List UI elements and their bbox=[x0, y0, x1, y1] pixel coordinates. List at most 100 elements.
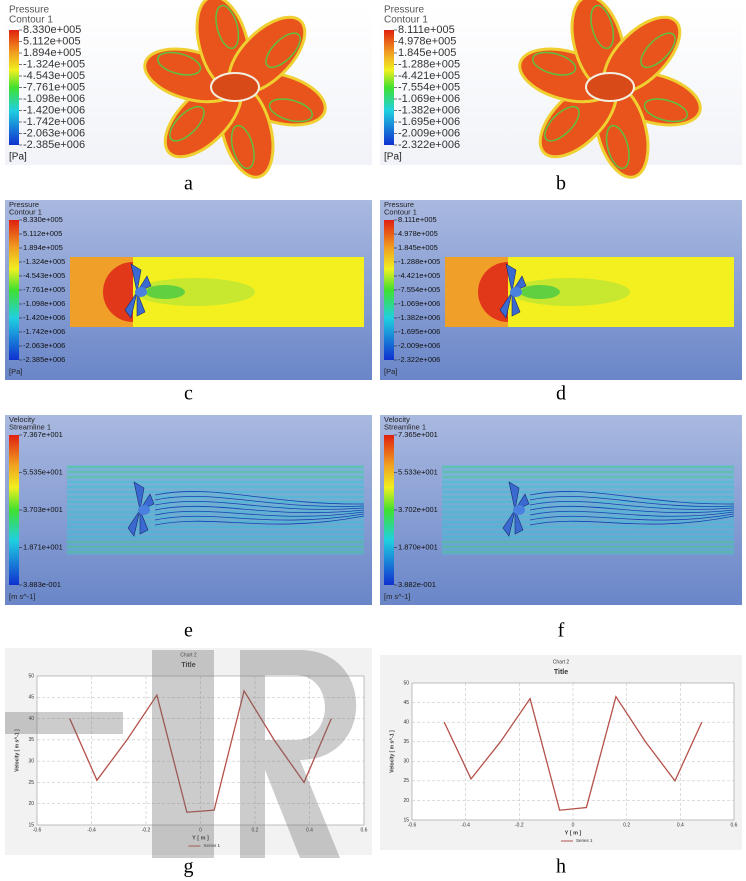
vortex-line bbox=[529, 513, 735, 521]
chart-subtitle: Chart 2 bbox=[553, 659, 570, 665]
y-tick-label: 30 bbox=[403, 759, 409, 765]
y-tick-label: 40 bbox=[28, 716, 34, 722]
legend-title: Velocity bbox=[9, 415, 35, 424]
legend-level: 4.978e+005 bbox=[398, 35, 456, 47]
y-axis-label: Velocity [ m s^-1 ] bbox=[14, 729, 20, 772]
panel-label: h bbox=[556, 856, 566, 878]
y-tick-label: 25 bbox=[403, 778, 409, 784]
legend-level: -1.382e+006 bbox=[398, 104, 460, 116]
colorbar bbox=[384, 435, 394, 585]
blade-edge bbox=[169, 105, 205, 142]
legend-level: -1.695e+006 bbox=[398, 327, 440, 336]
vortex-line bbox=[154, 491, 365, 505]
x-tick-label: -0.2 bbox=[142, 827, 151, 833]
chart: Chart 2 Title 15 20 25 30 35 40 45 50 -0.6 -0.4 -0.2… bbox=[380, 655, 742, 850]
x-tick-label: 0.2 bbox=[623, 822, 630, 828]
legend-level: 3.703e+001 bbox=[23, 505, 63, 514]
legend-unit: [m s^-1] bbox=[384, 592, 410, 601]
legend-level: 3.702e+001 bbox=[398, 505, 438, 514]
colorbar bbox=[384, 220, 394, 360]
legend-unit: [Pa] bbox=[9, 367, 22, 376]
legend-level: 1.871e+001 bbox=[23, 542, 63, 551]
domain bbox=[67, 465, 364, 555]
legend-level: -1.288e+005 bbox=[398, 58, 460, 70]
blade-edge bbox=[230, 124, 255, 170]
legend-title: Pressure bbox=[384, 5, 424, 16]
legend-level: 8.111e+005 bbox=[398, 24, 455, 36]
y-tick-label: 20 bbox=[403, 798, 409, 804]
x-tick-label: 0.6 bbox=[361, 827, 368, 833]
legend-level: -1.420e+006 bbox=[23, 313, 65, 322]
panel-label: g bbox=[184, 856, 194, 878]
y-axis-label: Velocity [ m s^-1 ] bbox=[389, 730, 395, 773]
legend-level: -1.069e+006 bbox=[398, 93, 460, 105]
legend-level: -2.385e+006 bbox=[23, 139, 85, 151]
stagnation bbox=[103, 262, 133, 322]
y-tick-label: 45 bbox=[28, 695, 34, 701]
chart-title: Title bbox=[181, 662, 195, 669]
panel-background bbox=[380, 415, 742, 605]
chart-subtitle: Chart 2 bbox=[180, 652, 197, 658]
vortex-line bbox=[154, 496, 365, 507]
legend-level: 5.533e+001 bbox=[398, 467, 438, 476]
legend-level: 8.330e+005 bbox=[23, 24, 81, 36]
legend-title: Pressure bbox=[9, 5, 49, 16]
blade-edge bbox=[605, 124, 630, 170]
legend-level: 1.870e+001 bbox=[398, 542, 438, 551]
legend-level: -4.543e+005 bbox=[23, 70, 85, 82]
legend-title: Contour 1 bbox=[384, 15, 428, 26]
y-tick-label: 35 bbox=[403, 739, 409, 745]
blade-edge bbox=[215, 4, 240, 50]
legend-level: -1.098e+006 bbox=[23, 299, 65, 308]
x-tick-label: 0.2 bbox=[252, 827, 259, 833]
stagnation bbox=[478, 262, 508, 322]
x-tick-label: -0.6 bbox=[408, 822, 417, 828]
hub bbox=[585, 72, 635, 102]
panel-label: c bbox=[184, 383, 193, 405]
legend-title: Streamline 1 bbox=[9, 422, 51, 431]
blade-edge bbox=[544, 105, 580, 142]
x-tick-label: 0.6 bbox=[731, 822, 738, 828]
colorbar bbox=[384, 30, 394, 145]
legend-level: -2.322e+006 bbox=[398, 355, 440, 364]
legend-level: -1.420e+006 bbox=[23, 104, 85, 116]
legend-level: -1.324e+005 bbox=[23, 58, 85, 70]
x-axis-label: Y [ m ] bbox=[192, 835, 209, 841]
blade-edge bbox=[156, 51, 202, 76]
colorbar bbox=[9, 220, 19, 360]
legend-level: -1.324e+005 bbox=[23, 257, 65, 266]
hub bbox=[510, 287, 522, 297]
hub bbox=[138, 505, 150, 515]
legend-title: Velocity bbox=[384, 415, 410, 424]
legend-label: Series 1 bbox=[204, 843, 221, 848]
hub bbox=[513, 505, 525, 515]
x-tick-label: 0 bbox=[199, 827, 202, 833]
legend-level: -7.554e+005 bbox=[398, 285, 440, 294]
blade-edge bbox=[268, 98, 314, 123]
vortex-line bbox=[529, 496, 735, 507]
legend-level: -7.554e+005 bbox=[398, 81, 460, 93]
blade-edge bbox=[531, 51, 577, 76]
legend-level: 1.894e+005 bbox=[23, 47, 81, 59]
colorbar bbox=[9, 30, 19, 145]
legend-unit: [Pa] bbox=[9, 152, 27, 163]
legend-level: -2.009e+006 bbox=[398, 341, 440, 350]
legend-level: -1.695e+006 bbox=[398, 116, 460, 128]
legend-level: -2.063e+006 bbox=[23, 127, 85, 139]
legend-level: 3.883e-001 bbox=[23, 580, 61, 589]
legend-title: Contour 1 bbox=[384, 207, 417, 216]
legend-level: -2.322e+006 bbox=[398, 139, 460, 151]
chart: Chart 2 Title 15 20 25 30 35 40 45 50 -0.6 -0.4 -0.2… bbox=[5, 648, 372, 855]
y-tick-label: 45 bbox=[403, 700, 409, 706]
x-tick-label: 0.4 bbox=[306, 827, 313, 833]
watermark bbox=[5, 650, 357, 858]
blade-edge bbox=[640, 32, 676, 69]
watermark-bar bbox=[5, 712, 123, 734]
legend-level: -7.761e+005 bbox=[23, 81, 85, 93]
legend-level: -4.543e+005 bbox=[23, 271, 65, 280]
